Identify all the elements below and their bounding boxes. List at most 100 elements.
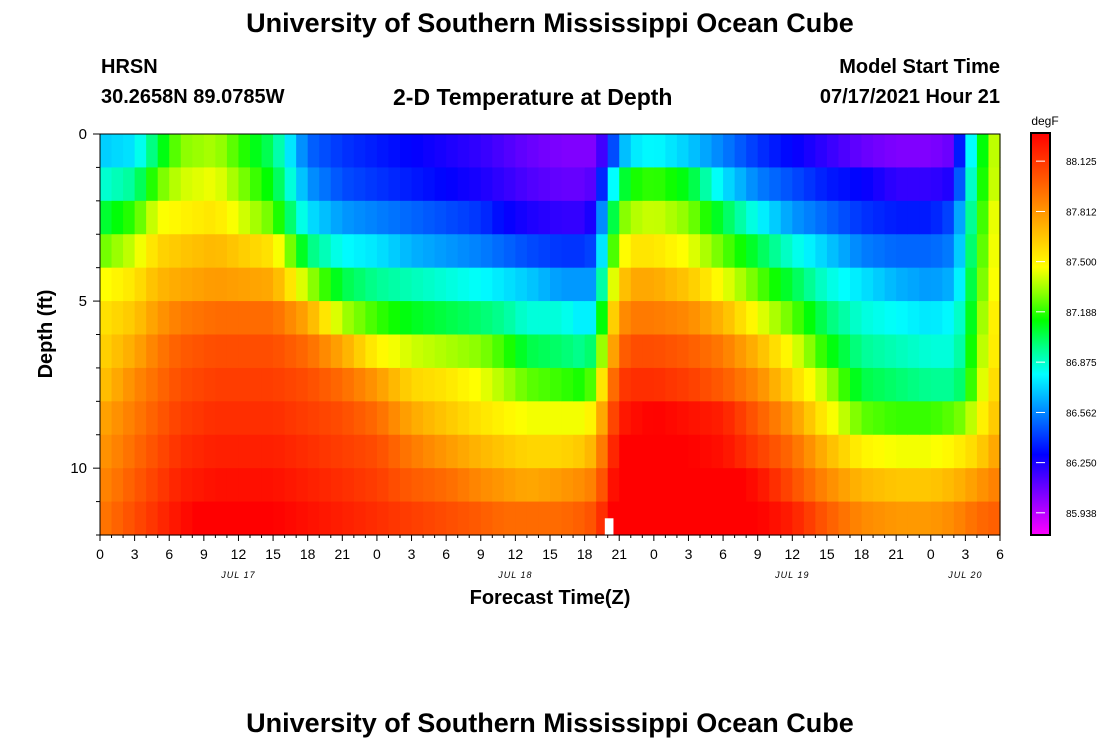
heatmap-cell (388, 267, 401, 302)
heatmap-cell (469, 334, 482, 369)
heatmap-cell (100, 367, 113, 402)
heatmap-cell (353, 501, 366, 536)
heatmap-cell (538, 501, 551, 536)
heatmap-cell (769, 267, 782, 302)
heatmap-cell (250, 501, 263, 536)
heatmap-cell (180, 134, 193, 169)
heatmap-cell (757, 200, 770, 235)
heatmap-cell (826, 334, 840, 369)
heatmap-cell (100, 501, 113, 536)
heatmap-cell (711, 134, 724, 169)
heatmap-cell (665, 468, 678, 503)
heatmap-cell (411, 367, 424, 402)
heatmap-cell (434, 501, 447, 536)
heatmap-cell (561, 334, 574, 369)
heatmap-cell (976, 434, 990, 469)
x-tick-label: 3 (685, 546, 693, 562)
heatmap-cell (919, 167, 932, 202)
heatmap-cell (711, 468, 724, 503)
heatmap-cell (561, 301, 574, 336)
heatmap-cell (365, 200, 378, 235)
heatmap-cell (365, 434, 378, 469)
heatmap-cell (573, 167, 586, 202)
x-tick-label: 9 (200, 546, 208, 562)
heatmap-cell (700, 267, 713, 302)
heatmap-cell (365, 301, 378, 336)
heatmap-cell (307, 234, 320, 269)
heatmap-cell (930, 167, 943, 202)
heatmap-cell (826, 167, 840, 202)
heatmap-cell (850, 401, 863, 436)
heatmap-cell (307, 434, 320, 469)
heatmap-cell (457, 367, 470, 402)
heatmap-cell (630, 134, 643, 169)
heatmap-cell (203, 234, 216, 269)
heatmap-cell (550, 367, 563, 402)
heatmap-cell (423, 301, 436, 336)
heatmap-cell (480, 134, 493, 169)
heatmap-cell (630, 301, 643, 336)
heatmap-cell (642, 468, 655, 503)
heatmap-cell (596, 134, 609, 169)
heatmap-cell (515, 401, 528, 436)
heatmap-cell (469, 501, 482, 536)
heatmap-cell (376, 501, 390, 536)
heatmap-cell (330, 167, 343, 202)
heatmap-cell (561, 367, 574, 402)
heatmap-cell (180, 501, 193, 536)
heatmap-cell (400, 401, 413, 436)
heatmap-cell (976, 468, 990, 503)
footer-title: University of Southern Mississippi Ocean… (246, 708, 854, 738)
heatmap-cell (134, 200, 147, 235)
heatmap-cell (423, 334, 436, 369)
heatmap-cell (746, 167, 759, 202)
heatmap-cell (873, 267, 886, 302)
heatmap-cell (838, 401, 851, 436)
heatmap-cell (319, 367, 332, 402)
heatmap-cell (526, 167, 540, 202)
heatmap-cell (157, 434, 170, 469)
heatmap-cell (457, 468, 470, 503)
heatmap-cell (769, 334, 782, 369)
heatmap-cell (953, 200, 966, 235)
heatmap-cell (780, 167, 793, 202)
heatmap-cell (307, 167, 320, 202)
heatmap-cell (423, 267, 436, 302)
heatmap-cell (861, 468, 874, 503)
heatmap-cell (930, 267, 943, 302)
heatmap-cell (261, 434, 274, 469)
heatmap-cell (215, 501, 228, 536)
x-axis-label: Forecast Time(Z) (470, 587, 631, 609)
heatmap-cell (619, 200, 632, 235)
heatmap-cells (100, 134, 1001, 536)
heatmap-cell (792, 200, 805, 235)
heatmap-cell (757, 267, 770, 302)
y-tick-label: 5 (79, 293, 87, 310)
heatmap-cell (169, 367, 182, 402)
heatmap-cell (607, 167, 620, 202)
heatmap-cell (400, 267, 413, 302)
heatmap-cell (907, 301, 920, 336)
heatmap-cell (653, 301, 666, 336)
heatmap-cell (146, 501, 159, 536)
heatmap-cell (619, 434, 632, 469)
heatmap-cell (226, 167, 240, 202)
heatmap-cell (988, 301, 1001, 336)
heatmap-cell (976, 267, 990, 302)
heatmap-cell (157, 501, 170, 536)
heatmap-cell (296, 234, 309, 269)
heatmap-cell (180, 401, 193, 436)
heatmap-cell (330, 301, 343, 336)
heatmap-cell (273, 200, 286, 235)
heatmap-cell (480, 468, 493, 503)
heatmap-cell (896, 468, 909, 503)
heatmap-cell (896, 367, 909, 402)
heatmap-cell (584, 234, 597, 269)
heatmap-cell (296, 367, 309, 402)
heatmap-cell (780, 200, 793, 235)
heatmap-cell (723, 434, 736, 469)
heatmap-cell (700, 234, 713, 269)
heatmap-cell (388, 468, 401, 503)
heatmap-cell (757, 334, 770, 369)
heatmap-cell (711, 334, 724, 369)
